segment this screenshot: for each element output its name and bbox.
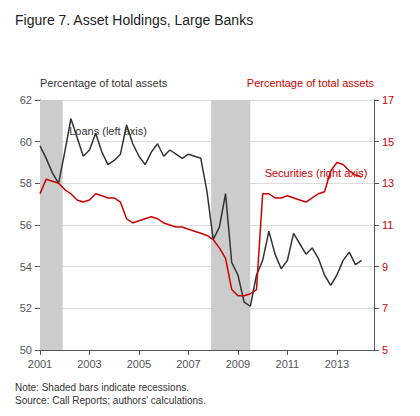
svg-text:15: 15 (382, 136, 394, 148)
svg-text:50: 50 (20, 344, 32, 356)
svg-text:Securities (right axis): Securities (right axis) (265, 167, 368, 179)
svg-text:5: 5 (382, 344, 388, 356)
svg-text:60: 60 (20, 136, 32, 148)
svg-text:54: 54 (20, 261, 32, 273)
svg-text:2007: 2007 (176, 358, 200, 370)
svg-text:2013: 2013 (325, 358, 349, 370)
svg-text:9: 9 (382, 261, 388, 273)
svg-text:62: 62 (20, 94, 32, 106)
svg-text:2001: 2001 (28, 358, 52, 370)
svg-text:56: 56 (20, 219, 32, 231)
svg-text:Loans (left axis): Loans (left axis) (69, 125, 147, 137)
svg-text:13: 13 (382, 177, 394, 189)
svg-text:Source: Call Reports; authors': Source: Call Reports; authors' calculati… (15, 395, 206, 406)
svg-text:Percentage of total assets: Percentage of total assets (40, 77, 168, 89)
svg-text:2011: 2011 (276, 358, 300, 370)
svg-text:Percentage of total assets: Percentage of total assets (247, 77, 375, 89)
svg-text:2003: 2003 (77, 358, 101, 370)
svg-text:58: 58 (20, 177, 32, 189)
svg-text:52: 52 (20, 302, 32, 314)
svg-text:17: 17 (382, 94, 394, 106)
svg-text:11: 11 (382, 219, 393, 231)
svg-text:2009: 2009 (226, 358, 250, 370)
svg-text:7: 7 (382, 302, 388, 314)
svg-text:2005: 2005 (127, 358, 151, 370)
svg-text:Figure 7. Asset Holdings, Larg: Figure 7. Asset Holdings, Large Banks (15, 12, 253, 28)
svg-text:Note: Shaded bars indicate rec: Note: Shaded bars indicate recessions. (15, 382, 189, 393)
